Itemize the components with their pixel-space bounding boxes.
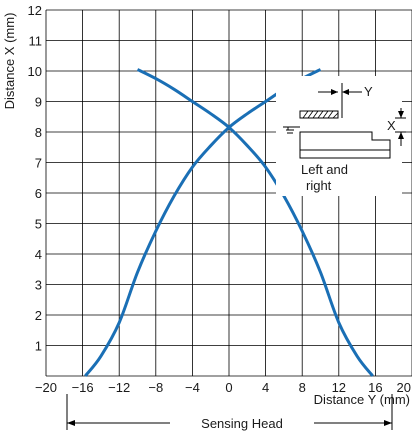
x-tick-label: −12 (108, 380, 130, 395)
x-tick-label: −4 (185, 380, 200, 395)
y-tick-label: 11 (29, 34, 43, 49)
y-tick-label: 12 (28, 3, 42, 18)
y-tick-label: 2 (35, 308, 42, 323)
y-tick-label: 7 (35, 156, 42, 171)
inset-label-y: Y (364, 84, 373, 99)
y-axis-label: Distance X (mm) (2, 13, 17, 110)
y-tick-label: 9 (35, 95, 42, 110)
inset-caption-line2: right (306, 178, 332, 193)
y-tick-label: 3 (35, 278, 42, 293)
x-tick-label: 0 (225, 380, 232, 395)
y-tick-label: 4 (35, 247, 42, 262)
x-tick-label: 4 (262, 380, 269, 395)
inset-label-x: X (387, 118, 396, 133)
y-tick-label: 8 (35, 125, 42, 140)
y-tick-label: 10 (28, 64, 42, 79)
x-tick-label: 8 (299, 380, 306, 395)
x-tick-label: −20 (35, 380, 57, 395)
y-tick-label: 1 (35, 339, 42, 354)
y-tick-label: 5 (35, 217, 42, 232)
x-tick-label: −8 (148, 380, 163, 395)
y-tick-label: 6 (35, 186, 42, 201)
inset-caption-line1: Left and (301, 162, 348, 177)
x-axis-label: Distance Y (mm) (314, 392, 410, 407)
sensing-head-label: Sensing Head (201, 416, 283, 431)
sensor-diagram: Y X Left and right (276, 76, 406, 196)
x-tick-label: −16 (72, 380, 94, 395)
